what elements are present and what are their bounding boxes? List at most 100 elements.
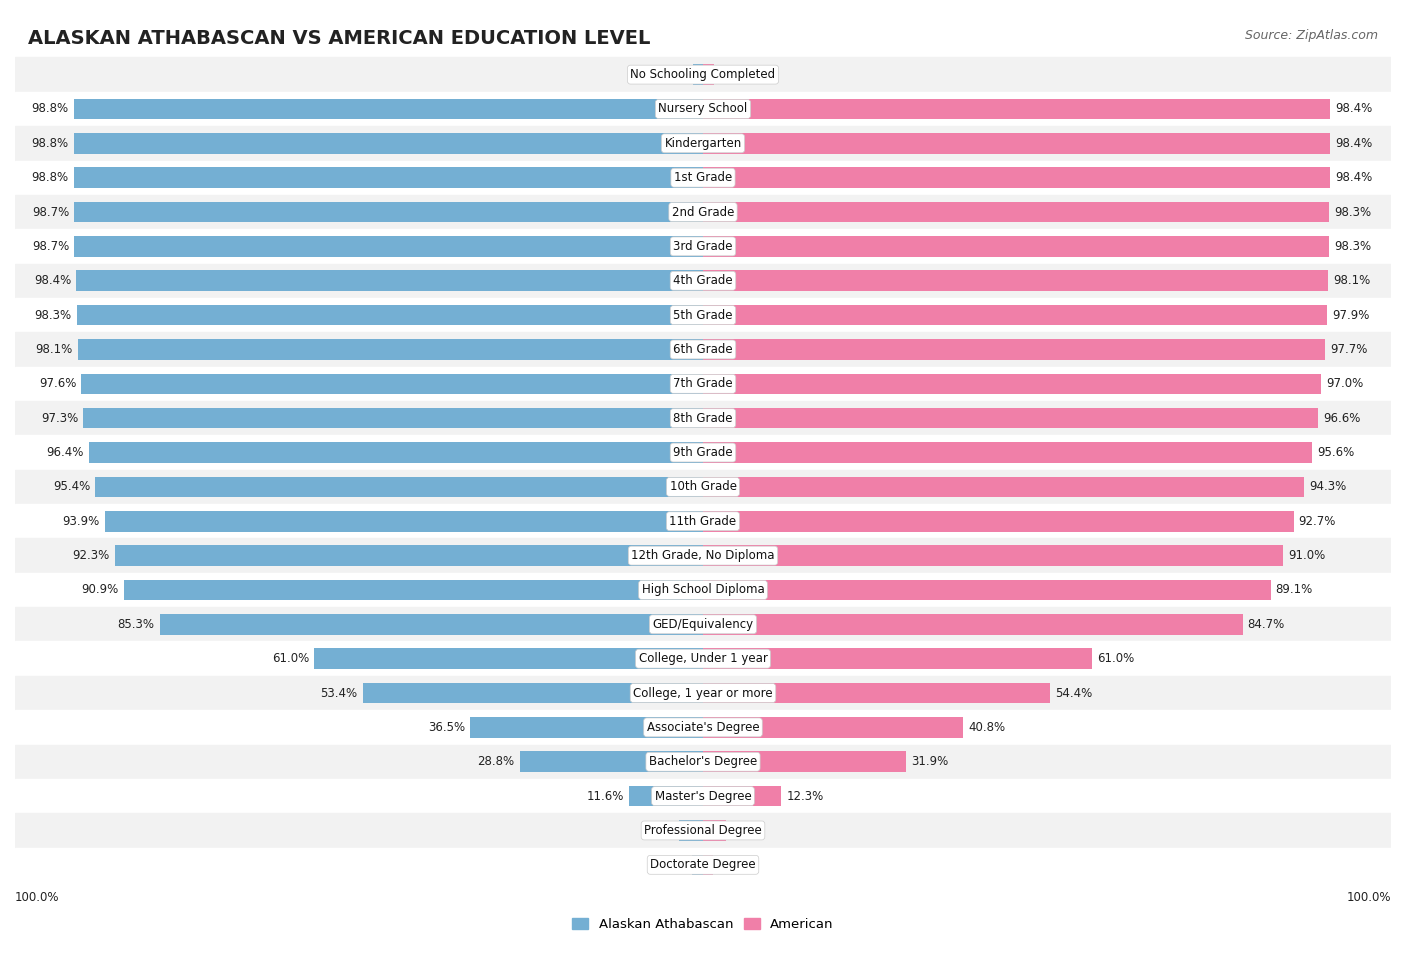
Bar [160, 614, 703, 635]
Bar [471, 717, 703, 738]
Text: 92.7%: 92.7% [1299, 515, 1336, 527]
Text: 89.1%: 89.1% [1275, 583, 1313, 597]
Text: 5th Grade: 5th Grade [673, 309, 733, 322]
Bar [15, 607, 1391, 642]
Text: 36.5%: 36.5% [429, 721, 465, 734]
Text: 84.7%: 84.7% [1247, 618, 1285, 631]
Bar [124, 580, 703, 601]
Bar [693, 64, 703, 85]
Text: 100.0%: 100.0% [1347, 890, 1391, 904]
Text: Professional Degree: Professional Degree [644, 824, 762, 837]
Text: 31.9%: 31.9% [911, 756, 949, 768]
Bar [15, 367, 1391, 401]
Bar [15, 813, 1391, 847]
Bar [692, 854, 703, 876]
Bar [703, 133, 1330, 154]
Text: 92.3%: 92.3% [73, 549, 110, 563]
Bar [703, 202, 1329, 222]
Text: 10th Grade: 10th Grade [669, 481, 737, 493]
Bar [15, 263, 1391, 298]
Text: 98.3%: 98.3% [1334, 206, 1371, 218]
Text: 3rd Grade: 3rd Grade [673, 240, 733, 253]
Bar [15, 538, 1391, 572]
Text: 98.4%: 98.4% [1334, 102, 1372, 115]
Text: 2nd Grade: 2nd Grade [672, 206, 734, 218]
Text: Doctorate Degree: Doctorate Degree [650, 858, 756, 872]
Bar [96, 477, 703, 497]
Bar [703, 717, 963, 738]
Text: 61.0%: 61.0% [273, 652, 309, 665]
Bar [703, 408, 1319, 428]
Bar [703, 373, 1320, 394]
Bar [703, 820, 725, 840]
Text: 98.3%: 98.3% [35, 309, 72, 322]
Bar [75, 236, 703, 256]
Bar [520, 752, 703, 772]
Bar [703, 443, 1312, 463]
Text: 98.4%: 98.4% [1334, 136, 1372, 150]
Bar [15, 229, 1391, 263]
Text: GED/Equivalency: GED/Equivalency [652, 618, 754, 631]
Text: 9th Grade: 9th Grade [673, 446, 733, 459]
Text: 94.3%: 94.3% [1309, 481, 1346, 493]
Bar [15, 161, 1391, 195]
Text: 3.6%: 3.6% [731, 824, 761, 837]
Bar [15, 572, 1391, 607]
Bar [703, 682, 1049, 703]
Text: Associate's Degree: Associate's Degree [647, 721, 759, 734]
Text: 54.4%: 54.4% [1054, 686, 1092, 699]
Text: 98.8%: 98.8% [31, 102, 69, 115]
Text: ALASKAN ATHABASCAN VS AMERICAN EDUCATION LEVEL: ALASKAN ATHABASCAN VS AMERICAN EDUCATION… [28, 29, 651, 48]
Bar [15, 504, 1391, 538]
Bar [83, 408, 703, 428]
Bar [73, 98, 703, 119]
Text: Nursery School: Nursery School [658, 102, 748, 115]
Text: 3.8%: 3.8% [644, 824, 673, 837]
Text: 6th Grade: 6th Grade [673, 343, 733, 356]
Text: 98.3%: 98.3% [1334, 240, 1371, 253]
Text: College, 1 year or more: College, 1 year or more [633, 686, 773, 699]
Text: No Schooling Completed: No Schooling Completed [630, 68, 776, 81]
Bar [703, 580, 1271, 601]
Text: 61.0%: 61.0% [1097, 652, 1133, 665]
Text: 1.5%: 1.5% [717, 858, 748, 872]
Bar [15, 847, 1391, 882]
Bar [15, 642, 1391, 676]
Bar [15, 470, 1391, 504]
Text: 97.7%: 97.7% [1330, 343, 1368, 356]
Bar [73, 168, 703, 188]
Bar [703, 168, 1330, 188]
Text: 98.1%: 98.1% [1333, 274, 1371, 288]
Text: 97.6%: 97.6% [39, 377, 76, 390]
Bar [75, 202, 703, 222]
Text: 1.5%: 1.5% [658, 68, 689, 81]
Text: 98.8%: 98.8% [31, 172, 69, 184]
Bar [15, 58, 1391, 92]
Bar [703, 305, 1327, 326]
Text: 98.7%: 98.7% [32, 240, 69, 253]
Text: 7th Grade: 7th Grade [673, 377, 733, 390]
Bar [703, 339, 1326, 360]
Text: 97.9%: 97.9% [1331, 309, 1369, 322]
Text: 91.0%: 91.0% [1288, 549, 1324, 563]
Bar [15, 332, 1391, 367]
Text: 12.3%: 12.3% [786, 790, 824, 802]
Text: 1.7%: 1.7% [718, 68, 749, 81]
Text: 100.0%: 100.0% [15, 890, 59, 904]
Bar [15, 92, 1391, 126]
Bar [628, 786, 703, 806]
Bar [15, 436, 1391, 470]
Text: 98.8%: 98.8% [31, 136, 69, 150]
Bar [15, 298, 1391, 332]
Bar [703, 854, 713, 876]
Bar [15, 745, 1391, 779]
Bar [76, 270, 703, 292]
Bar [703, 477, 1303, 497]
Bar [703, 614, 1243, 635]
Text: 95.4%: 95.4% [53, 481, 90, 493]
Text: 53.4%: 53.4% [321, 686, 357, 699]
Text: 93.9%: 93.9% [62, 515, 100, 527]
Text: 98.4%: 98.4% [34, 274, 72, 288]
Bar [703, 648, 1091, 669]
Text: 8th Grade: 8th Grade [673, 411, 733, 425]
